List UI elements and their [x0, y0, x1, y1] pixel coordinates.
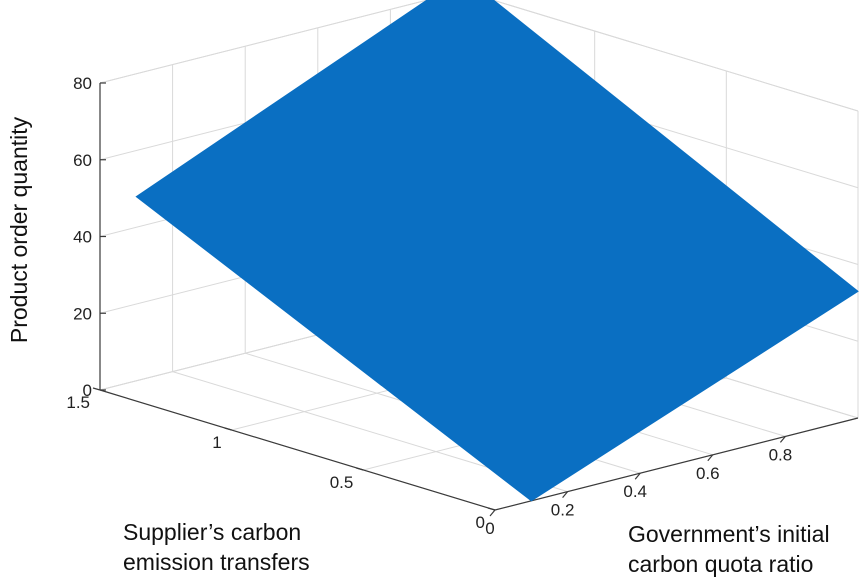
y-tick-label: 1	[212, 433, 221, 452]
z-tick-label: 20	[73, 304, 92, 323]
x-tick-label: 0.6	[696, 464, 720, 483]
z-axis-title: Product order quantity	[6, 116, 32, 343]
y-tick-label: 0.5	[330, 473, 354, 492]
z-tick-label: 80	[73, 74, 92, 93]
surface-plane	[135, 0, 859, 502]
y-axis-line	[99, 389, 496, 511]
x-tick-mark	[779, 436, 786, 443]
z-gridline	[99, 0, 430, 84]
y-tick-mark	[224, 427, 232, 431]
y-axis-title-line-1: Supplier’s carbon	[123, 519, 301, 545]
x-tick-label: 0.2	[551, 501, 575, 520]
z-tick-label: 0	[83, 381, 92, 400]
y-axis-title-line-2: emission transfers	[123, 549, 310, 575]
x-axis-title-line-1: Government’s initial	[628, 521, 830, 547]
surface-layer	[135, 0, 859, 502]
x-axis-line	[494, 417, 859, 511]
y-tick-label: 0	[476, 513, 485, 532]
x-tick-mark	[489, 509, 496, 517]
x-tick-label: 0	[485, 519, 494, 538]
x-tick-label: 0.8	[769, 445, 793, 464]
y-tick-mark	[356, 467, 364, 471]
x-axis-title-line-2: carbon quota ratio	[628, 551, 813, 577]
y-tick-label: 1.5	[66, 393, 90, 412]
x-tick-label: 0.4	[623, 482, 647, 501]
x-tick-mark	[562, 491, 569, 498]
y-tick-mark	[487, 507, 496, 511]
x-tick-mark	[634, 472, 641, 480]
z-gridline	[490, 0, 859, 112]
axis-titles: Product order quantity Supplier’s carbon…	[6, 116, 830, 577]
z-tick-label: 60	[73, 151, 92, 170]
x-tick-mark	[707, 454, 714, 462]
y-tick-mark	[92, 387, 101, 391]
axis-lines	[92, 82, 859, 517]
z-tick-label: 40	[73, 228, 92, 247]
